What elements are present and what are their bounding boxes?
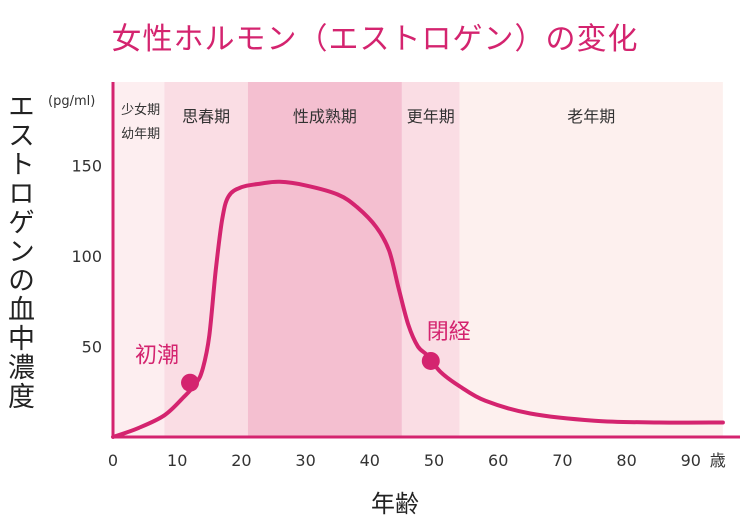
x-tick-label: 50 [424, 451, 444, 470]
x-tick-label: 0 [108, 451, 118, 470]
y-tick-label: 150 [71, 157, 102, 176]
phase-label-secondary: 幼年期 [121, 127, 160, 142]
phase-label: 更年期 [407, 107, 455, 126]
phase-band-2 [247, 82, 402, 437]
x-tick-label: 70 [552, 451, 572, 470]
x-axis-unit: 歳 [710, 451, 726, 470]
annotation-marker [421, 351, 440, 370]
phase-band-4 [459, 82, 723, 437]
phase-label: 思春期 [182, 107, 230, 126]
estrogen-curve [111, 179, 725, 439]
y-axis-label: エストロゲンの血中濃度 [3, 92, 34, 411]
y-axis-unit: (pg/ml) [48, 94, 96, 109]
x-tick-label: 10 [167, 451, 187, 470]
annotation-label: 初潮 [135, 344, 179, 369]
x-tick-label: 20 [231, 451, 251, 470]
phase-band-3 [401, 82, 460, 437]
y-tick-label: 100 [71, 247, 102, 266]
chart-title: 女性ホルモン（エストロゲン）の変化 [111, 22, 639, 57]
x-axis-label: 年齢 [371, 490, 419, 518]
x-tick-label: 30 [295, 451, 315, 470]
x-tick-label: 40 [360, 451, 380, 470]
x-tick-label: 60 [488, 451, 508, 470]
x-tick-label: 90 [681, 451, 701, 470]
phase-band-0 [113, 82, 165, 437]
annotation-label: 閉経 [427, 320, 471, 345]
annotation-marker [181, 373, 200, 392]
phase-label: 少女期 [121, 102, 160, 118]
x-tick-label: 80 [616, 451, 636, 470]
y-tick-label: 50 [82, 338, 102, 357]
phase-label: 性成熟期 [293, 107, 357, 126]
phase-label: 老年期 [567, 107, 615, 126]
phase-band-1 [164, 82, 248, 437]
